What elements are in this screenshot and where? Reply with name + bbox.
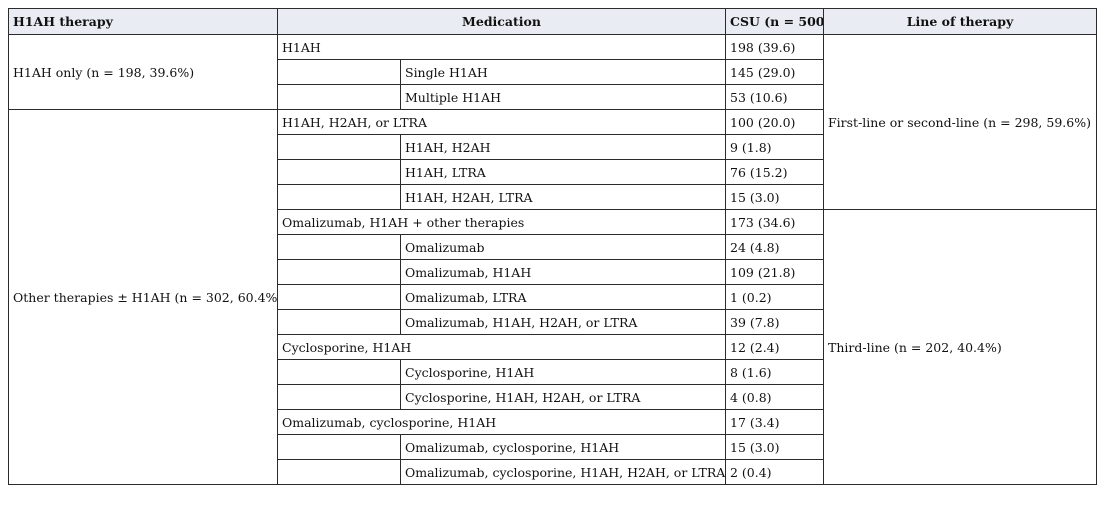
line-label-first-second: First-line or second-line (n = 298, 59.6… [823, 34, 1097, 210]
indent-cell [277, 384, 401, 410]
group-label-h1ah-only: H1AH only (n = 198, 39.6%) [8, 34, 278, 110]
indent-cell [277, 284, 401, 310]
medication-category: Omalizumab, H1AH + other therapies [277, 209, 726, 235]
indent-cell [277, 359, 401, 385]
csu-value: 198 (39.6) [725, 34, 824, 60]
table-row: H1AH only (n = 198, 39.6%) H1AH 198 (39.… [8, 34, 1097, 210]
header-row: H1AH therapy Medication CSU (n = 500) Li… [8, 8, 1097, 35]
table-row: Omalizumab 24 (4.8) [9, 234, 1097, 260]
medication-sub: Omalizumab, H1AH [400, 259, 726, 285]
line-label-third: Third-line (n = 202, 40.4%) [823, 209, 1097, 485]
csu-value: 15 (3.0) [725, 184, 824, 210]
indent-cell [277, 309, 401, 335]
medication-category: H1AH [277, 34, 726, 60]
table-row: Cyclosporine, H1AH 12 (2.4) [9, 334, 1097, 360]
table-row: Multiple H1AH 53 (10.6) [9, 84, 1097, 110]
csu-value: 145 (29.0) [725, 59, 824, 85]
csu-value: 12 (2.4) [725, 334, 824, 360]
header-medication: Medication [277, 8, 726, 35]
medication-sub: H1AH, H2AH [400, 134, 726, 160]
indent-cell [277, 59, 401, 85]
medication-sub: Omalizumab, cyclosporine, H1AH [400, 434, 726, 460]
csu-value: 173 (34.6) [725, 209, 824, 235]
indent-cell [277, 84, 401, 110]
indent-cell [277, 159, 401, 185]
medication-sub: Multiple H1AH [400, 84, 726, 110]
table-row: Cyclosporine, H1AH, H2AH, or LTRA 4 (0.8… [9, 384, 1097, 410]
header-csu: CSU (n = 500) [725, 8, 824, 35]
table-row: Omalizumab, cyclosporine, H1AH, H2AH, or… [9, 459, 1097, 485]
group-label-other-therapies: Other therapies ± H1AH (n = 302, 60.4%) [8, 109, 278, 485]
table-row: Other therapies ± H1AH (n = 302, 60.4%) … [8, 109, 1097, 485]
medication-sub: Cyclosporine, H1AH, H2AH, or LTRA [400, 384, 726, 410]
csu-value: 17 (3.4) [725, 409, 824, 435]
csu-value: 4 (0.8) [725, 384, 824, 410]
medication-sub: Omalizumab, H1AH, H2AH, or LTRA [400, 309, 726, 335]
medication-table: H1AH therapy Medication CSU (n = 500) Li… [8, 8, 1097, 485]
indent-cell [277, 184, 401, 210]
csu-value: 8 (1.6) [725, 359, 824, 385]
csu-value: 24 (4.8) [725, 234, 824, 260]
table-row: Omalizumab, H1AH + other therapies 173 (… [9, 209, 1097, 485]
csu-value: 1 (0.2) [725, 284, 824, 310]
medication-sub: Omalizumab [400, 234, 726, 260]
csu-value: 39 (7.8) [725, 309, 824, 335]
table-row: Omalizumab, cyclosporine, H1AH 15 (3.0) [9, 434, 1097, 460]
medication-sub: Omalizumab, cyclosporine, H1AH, H2AH, or… [400, 459, 726, 485]
csu-value: 109 (21.8) [725, 259, 824, 285]
medication-sub: Single H1AH [400, 59, 726, 85]
medication-sub: H1AH, H2AH, LTRA [400, 184, 726, 210]
table-row: H1AH, H2AH 9 (1.8) [9, 134, 1097, 160]
indent-cell [277, 234, 401, 260]
medication-sub: H1AH, LTRA [400, 159, 726, 185]
indent-cell [277, 459, 401, 485]
indent-cell [277, 434, 401, 460]
medication-category: H1AH, H2AH, or LTRA [277, 109, 726, 135]
medication-sub: Cyclosporine, H1AH [400, 359, 726, 385]
csu-value: 9 (1.8) [725, 134, 824, 160]
page: H1AH therapy Medication CSU (n = 500) Li… [8, 8, 1097, 485]
header-h1ah-therapy: H1AH therapy [8, 8, 278, 35]
header-line-of-therapy: Line of therapy [823, 8, 1097, 35]
csu-value: 100 (20.0) [725, 109, 824, 135]
medication-category: Omalizumab, cyclosporine, H1AH [277, 409, 726, 435]
csu-value: 53 (10.6) [725, 84, 824, 110]
csu-value: 2 (0.4) [725, 459, 824, 485]
indent-cell [277, 259, 401, 285]
medication-category: Cyclosporine, H1AH [277, 334, 726, 360]
indent-cell [277, 134, 401, 160]
csu-value: 15 (3.0) [725, 434, 824, 460]
csu-value: 76 (15.2) [725, 159, 824, 185]
medication-sub: Omalizumab, LTRA [400, 284, 726, 310]
table-row: Omalizumab, H1AH 109 (21.8) [9, 259, 1097, 285]
